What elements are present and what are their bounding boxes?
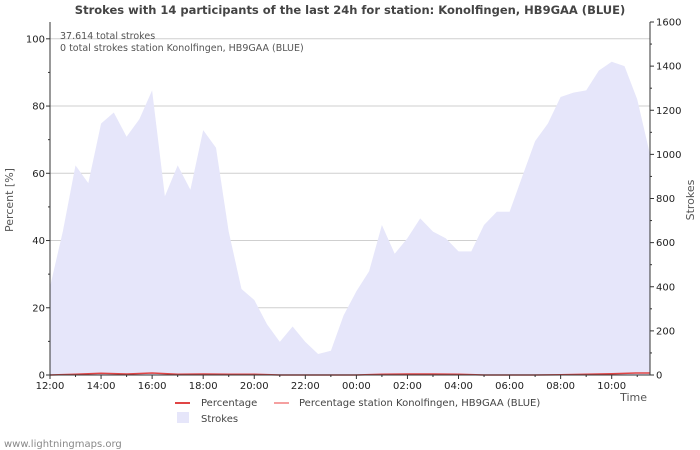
x-tick-label: 08:00 — [546, 381, 575, 392]
x-axis-label: Time — [619, 391, 647, 404]
chart-title: Strokes with 14 participants of the last… — [75, 3, 625, 17]
y-left-tick-label: 60 — [32, 169, 45, 180]
y-right-axis-label: Strokes — [684, 179, 697, 220]
x-tick-label: 00:00 — [342, 381, 371, 392]
y-right-tick-label: 1000 — [656, 150, 681, 161]
y-right-tick-label: 600 — [656, 238, 675, 249]
x-axis-ticks: 12:00 14:00 16:00 18:00 20:00 22:00 00:00 02:00… — [36, 375, 638, 392]
x-tick-label: 16:00 — [138, 381, 167, 392]
y-left-tick-label: 80 — [32, 102, 45, 113]
right-axis-ticks: 0 200 400 600 800 1000 1200 1400 1600 — [650, 18, 681, 382]
left-axis-ticks: 0 20 40 60 80 100 — [26, 34, 50, 382]
x-tick-label: 22:00 — [291, 381, 320, 392]
legend-percentage-label: Percentage — [201, 398, 257, 409]
y-left-tick-label: 40 — [32, 236, 45, 247]
x-tick-label: 02:00 — [393, 381, 422, 392]
legend-strokes-swatch — [177, 412, 189, 423]
strokes-area-layer — [50, 61, 650, 375]
y-right-tick-label: 200 — [656, 326, 675, 337]
legend-station-label: Percentage station Konolfingen, HB9GAA (… — [299, 398, 540, 409]
x-tick-label: 20:00 — [240, 381, 269, 392]
x-tick-label: 18:00 — [189, 381, 218, 392]
x-tick-label: 06:00 — [495, 381, 524, 392]
y-left-tick-label: 0 — [39, 371, 45, 382]
legend-strokes-label: Strokes — [201, 414, 238, 425]
footer-credit: www.lightningmaps.org — [4, 439, 122, 450]
x-tick-label: 04:00 — [444, 381, 473, 392]
annotation-station-strokes: 0 total strokes station Konolfingen, HB9… — [60, 43, 304, 54]
y-left-axis-label: Percent [%] — [3, 168, 16, 232]
y-right-tick-label: 0 — [656, 371, 662, 382]
x-tick-label: 10:00 — [597, 381, 626, 392]
y-left-tick-label: 100 — [26, 34, 45, 45]
y-right-tick-label: 1400 — [656, 62, 681, 73]
legend: Percentage Percentage station Konolfinge… — [175, 398, 540, 425]
y-right-tick-label: 400 — [656, 282, 675, 293]
strokes-area — [50, 61, 650, 375]
y-right-tick-label: 1200 — [656, 106, 681, 117]
y-right-tick-label: 1600 — [656, 18, 681, 29]
y-left-tick-label: 20 — [32, 303, 45, 314]
y-right-tick-label: 800 — [656, 194, 675, 205]
x-tick-label: 14:00 — [87, 381, 116, 392]
x-tick-label: 12:00 — [36, 381, 65, 392]
annotation-total-strokes: 37.614 total strokes — [60, 31, 155, 42]
